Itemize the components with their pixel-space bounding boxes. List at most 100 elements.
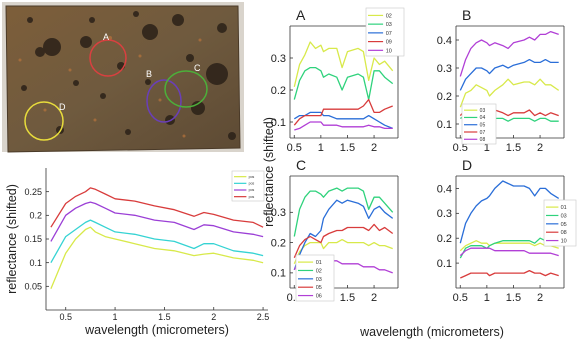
- series-line-pos: [50, 219, 264, 264]
- legend-label: 03: [316, 277, 322, 283]
- chart-panel-a: 0.5 1 1.5 2 0.1 0.2 0.3 A 02 03 07 09 10: [271, 7, 405, 154]
- legend-label: 03: [561, 213, 567, 219]
- series-line-pos: [50, 187, 264, 228]
- x-tick-label: 2: [537, 292, 543, 304]
- series-line-02: [293, 41, 394, 87]
- y-tick-label: 0.3: [271, 207, 286, 219]
- x-tick-label: 1: [484, 142, 490, 154]
- y-tick-label: 0.1: [271, 268, 286, 280]
- panel-title: D: [462, 157, 472, 173]
- y-tick-label: 0.05: [24, 281, 42, 291]
- legend-label: pos: [249, 195, 255, 199]
- legend: 01 02 03 05 06: [295, 254, 335, 302]
- legend-label: pos: [249, 175, 255, 179]
- y-tick-label: 0.3: [271, 53, 286, 65]
- series-line-09: [293, 98, 393, 126]
- y-tick-label: 0.2: [271, 85, 286, 97]
- series-line-03: [293, 66, 394, 101]
- x-tick-label: 0.5: [287, 142, 302, 154]
- y-tick-label: 0.2: [271, 237, 286, 249]
- series-line-10: [294, 121, 393, 131]
- rock-slab: [5, 5, 241, 153]
- series-line-03: [293, 199, 394, 271]
- region-d-circle: [24, 101, 64, 141]
- legend-label: 02: [386, 13, 392, 19]
- series-line-pos: [50, 201, 264, 242]
- y-tick-label: 0.4: [437, 35, 452, 47]
- region-b-label: B: [146, 69, 152, 79]
- series-line-05: [459, 180, 560, 244]
- region-a: A: [89, 32, 127, 77]
- region-a-circle: [89, 39, 127, 77]
- x-tick-label: 1: [113, 312, 118, 322]
- x-tick-label: 2: [371, 292, 377, 304]
- rock-pores: [21, 11, 236, 140]
- series-line-pos: [50, 226, 264, 289]
- x-axis-label: wavelength (micrometers): [84, 323, 229, 337]
- legend-label: 05: [480, 122, 486, 128]
- x-tick-label: 2: [371, 142, 377, 154]
- x-tick-label: 1.5: [506, 142, 521, 154]
- region-c-circle: [164, 70, 208, 108]
- legend-label: 10: [561, 238, 567, 244]
- series-line-07: [293, 111, 393, 130]
- legend-label: 10: [386, 48, 392, 54]
- legend-label: 05: [316, 285, 322, 291]
- rock-speckles: [18, 36, 202, 138]
- legend-label: 02: [316, 268, 322, 274]
- legend-label: 06: [316, 293, 322, 299]
- y-tick-label: 0.1: [271, 117, 286, 129]
- x-tick-label: 1.5: [158, 312, 171, 322]
- series-line-01: [293, 238, 393, 265]
- legend-label: 01: [561, 205, 567, 211]
- legend-label: 03: [480, 108, 486, 114]
- x-tick-label: 2: [211, 312, 216, 322]
- region-d-label: D: [59, 102, 66, 112]
- legend: pos pos pos pos: [231, 170, 265, 202]
- x-tick-label: 1: [318, 142, 324, 154]
- legend-label: 01: [316, 260, 322, 266]
- y-tick-label: 0.1: [29, 258, 42, 268]
- region-a-label: A: [103, 32, 109, 42]
- y-tick-label: 0.25: [24, 187, 42, 197]
- y-tick-label: 0.3: [437, 208, 452, 220]
- legend-label: 05: [561, 222, 567, 228]
- x-tick-label: 2.5: [257, 312, 270, 322]
- region-c: C: [164, 63, 208, 108]
- x-tick-label: 1: [484, 292, 490, 304]
- series-line-08: [460, 269, 559, 279]
- series-line-02: [293, 187, 394, 237]
- legend-label: 04: [480, 115, 486, 121]
- region-b-circle: [146, 79, 182, 123]
- shared-ylabel: reflectance (shifted): [262, 117, 276, 227]
- series-line-03: [459, 78, 560, 108]
- series-line-01: [459, 240, 559, 252]
- y-tick-label: 0.2: [437, 91, 452, 103]
- region-c-label: C: [194, 63, 201, 73]
- legend-label: pos: [249, 188, 255, 192]
- x-tick-label: 0.5: [59, 312, 72, 322]
- y-tick-label: 0.2: [29, 210, 42, 220]
- region-b: B: [146, 69, 182, 123]
- chart-overall: 0.5 1 1.5 2 2.5 0.05 0.1 0.15 0.2 0.25 wavelength …: [5, 168, 269, 337]
- x-tick-label: 0.5: [453, 292, 468, 304]
- y-tick-label: 0.4: [437, 183, 452, 195]
- y-tick-label: 0.1: [437, 258, 452, 270]
- legend-label: 08: [480, 137, 486, 143]
- y-tick-label: 0.3: [437, 63, 452, 75]
- shared-xlabel: wavelength (micrometers): [359, 325, 504, 339]
- x-tick-label: 0.5: [453, 142, 468, 154]
- x-tick-label: 1.5: [506, 292, 521, 304]
- panel-title: B: [462, 7, 471, 23]
- series-line-05: [459, 58, 559, 91]
- legend-label: 09: [386, 40, 392, 46]
- panel-title: A: [296, 7, 306, 23]
- series-line-03: [459, 237, 559, 259]
- legend: 02 03 07 09 10: [365, 7, 405, 57]
- rock-photo: A B C D: [2, 2, 244, 153]
- y-tick-label: 0.15: [24, 234, 42, 244]
